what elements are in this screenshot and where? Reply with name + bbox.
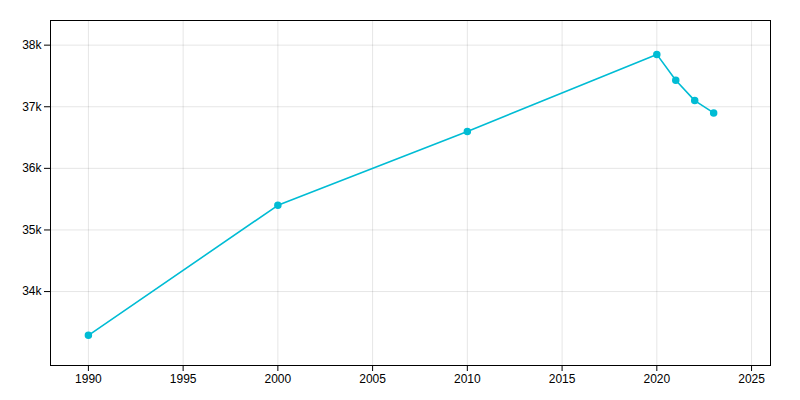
- svg-text:2010: 2010: [454, 372, 481, 386]
- svg-text:34k: 34k: [22, 284, 42, 298]
- svg-text:2005: 2005: [359, 372, 386, 386]
- svg-text:2015: 2015: [549, 372, 576, 386]
- svg-text:2020: 2020: [643, 372, 670, 386]
- svg-text:35k: 35k: [22, 223, 42, 237]
- svg-text:38k: 38k: [22, 38, 42, 52]
- svg-text:1995: 1995: [170, 372, 197, 386]
- svg-text:37k: 37k: [22, 100, 42, 114]
- svg-text:1990: 1990: [75, 372, 102, 386]
- svg-text:2025: 2025: [738, 372, 765, 386]
- svg-text:2000: 2000: [265, 372, 292, 386]
- svg-text:36k: 36k: [22, 161, 42, 175]
